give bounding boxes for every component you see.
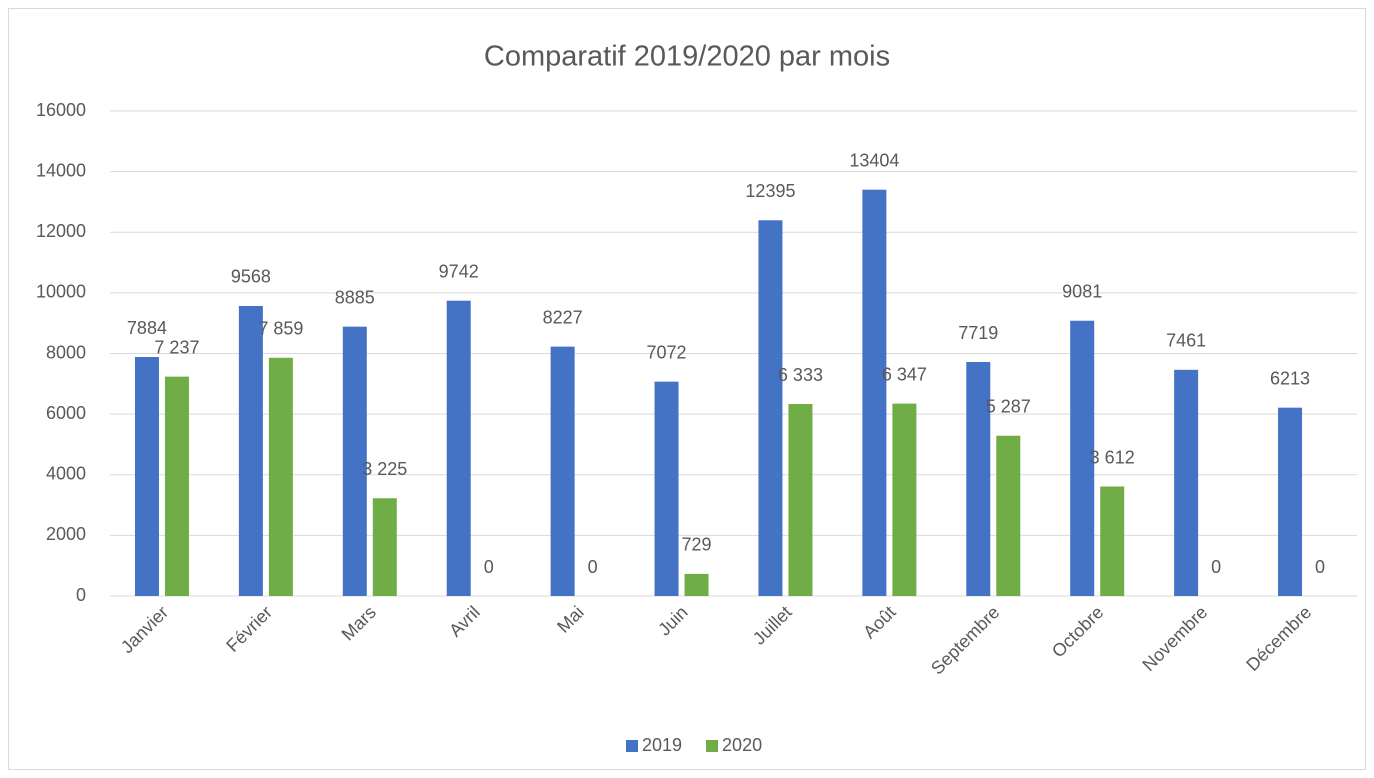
y-tick-label: 6000 [46, 403, 86, 423]
data-label: 6 347 [882, 364, 927, 384]
bar [372, 498, 397, 596]
bar [550, 346, 575, 596]
data-label: 5 287 [986, 396, 1031, 416]
data-label: 0 [588, 557, 598, 577]
y-tick-label: 2000 [46, 524, 86, 544]
y-tick-label: 14000 [36, 160, 86, 180]
data-label: 0 [1315, 557, 1325, 577]
y-tick-label: 8000 [46, 342, 86, 362]
bar [268, 357, 293, 596]
data-label: 3 225 [362, 459, 407, 479]
bar [862, 189, 887, 596]
data-label: 729 [682, 535, 712, 555]
data-label: 8885 [335, 287, 375, 307]
bar [164, 376, 189, 596]
legend-label: 2019 [642, 735, 682, 755]
bar [1278, 407, 1303, 596]
bar [342, 326, 367, 596]
bar [1070, 320, 1095, 596]
bar [966, 362, 991, 596]
y-tick-label: 16000 [36, 100, 86, 120]
legend-label: 2020 [722, 735, 762, 755]
y-tick-label: 12000 [36, 221, 86, 241]
chart-title: Comparatif 2019/2020 par mois [484, 41, 890, 73]
data-label: 6213 [1270, 368, 1310, 388]
bar [446, 300, 471, 596]
bar [654, 381, 679, 596]
data-label: 7 237 [154, 337, 199, 357]
data-label: 7072 [647, 342, 687, 362]
y-tick-label: 10000 [36, 282, 86, 302]
data-label: 8227 [543, 307, 583, 327]
bar [758, 220, 783, 597]
bar [996, 435, 1021, 596]
bar [238, 305, 263, 596]
data-label: 3 612 [1090, 447, 1135, 467]
chart-border [8, 8, 1366, 770]
legend-swatch [626, 740, 638, 752]
data-label: 9568 [231, 267, 271, 287]
data-label: 13404 [849, 150, 899, 170]
data-label: 9081 [1062, 281, 1102, 301]
data-label: 7884 [127, 318, 167, 338]
bar [684, 573, 709, 596]
data-label: 7719 [958, 323, 998, 343]
legend-swatch [706, 740, 719, 752]
data-label: 7 859 [258, 319, 303, 339]
data-label: 6 333 [778, 365, 823, 385]
data-label: 0 [1211, 557, 1221, 577]
data-label: 9742 [439, 261, 479, 281]
data-label: 7461 [1166, 331, 1206, 351]
y-tick-label: 4000 [46, 464, 86, 484]
bar [134, 357, 159, 596]
bar [1174, 369, 1199, 596]
bar [892, 403, 917, 596]
y-tick-label: 0 [76, 585, 86, 605]
data-label: 12395 [745, 181, 795, 201]
bar [788, 404, 813, 596]
bar [1100, 486, 1125, 596]
data-label: 0 [484, 557, 494, 577]
